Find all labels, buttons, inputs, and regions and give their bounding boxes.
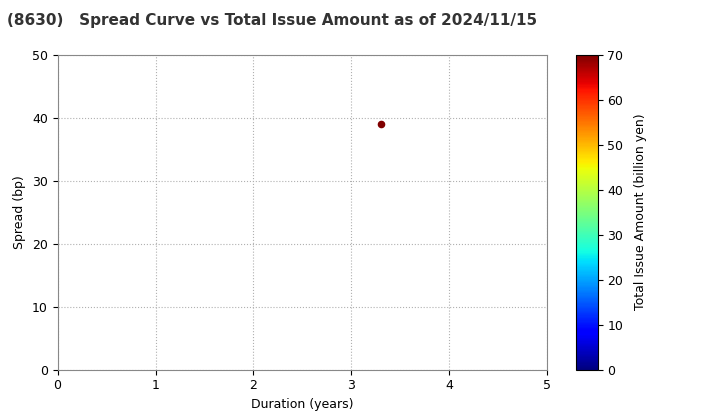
Y-axis label: Spread (bp): Spread (bp) bbox=[14, 175, 27, 249]
Y-axis label: Total Issue Amount (billion yen): Total Issue Amount (billion yen) bbox=[634, 114, 647, 310]
Point bbox=[375, 121, 387, 127]
X-axis label: Duration (years): Duration (years) bbox=[251, 398, 354, 411]
Text: (8630)   Spread Curve vs Total Issue Amount as of 2024/11/15: (8630) Spread Curve vs Total Issue Amoun… bbox=[7, 13, 537, 28]
